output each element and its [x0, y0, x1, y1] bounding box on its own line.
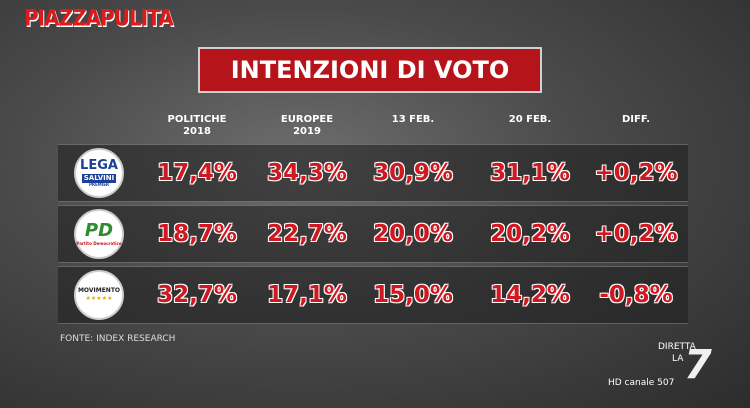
value-cell: 20,0% — [373, 221, 453, 247]
header-line: DIFF. — [621, 114, 650, 125]
value-cell: 32,7% — [157, 282, 237, 308]
logo-text: Partito Democratico — [76, 241, 122, 246]
party-logo: MOVIMENTO ★★★★★ — [74, 270, 124, 320]
table-row: LEGA SALVINI PREMIER 17,4% 34,3% 30,9% 31,1% +0… — [58, 144, 688, 202]
logo-text: SALVINI — [81, 174, 117, 183]
table-row: PD Partito Democratico 18,7% 22,7% 20,0% 20,2… — [58, 205, 688, 263]
value-cell: 31,1% — [490, 160, 570, 186]
title: INTENZIONI DI VOTO — [198, 47, 542, 93]
party-logo: LEGA SALVINI PREMIER — [74, 148, 124, 198]
value-cell: -0,8% — [599, 282, 673, 308]
header-line: 20 FEB. — [508, 114, 552, 125]
party-logo: PD Partito Democratico — [74, 209, 124, 259]
logo-text: PD — [84, 220, 114, 241]
wm-channel: HD canale 507 — [608, 378, 675, 388]
value-cell: 20,2% — [490, 221, 570, 247]
value-cell: 34,3% — [267, 160, 347, 186]
wm-line1: DIRETTA — [658, 342, 696, 352]
value-cell: 14,2% — [490, 282, 570, 308]
value-cell: +0,2% — [594, 160, 678, 186]
logo-text: ★★★★★ — [85, 295, 113, 302]
header-line: 2018 — [183, 126, 211, 137]
header-line: 2019 — [293, 126, 321, 137]
column-header: 20 FEB. — [480, 114, 580, 126]
column-header: 13 FEB. — [363, 114, 463, 126]
wm-line2: LA — [672, 354, 684, 364]
table-row: MOVIMENTO ★★★★★ 32,7% 17,1% 15,0% 14,2% -0,8% — [58, 266, 688, 324]
header-line: EUROPEE — [280, 114, 334, 125]
table: POLITICHE 2018 EUROPEE 2019 13 FEB. 20 FEB. DI… — [58, 98, 688, 324]
wm-logo: 7 — [684, 342, 712, 388]
header-line: 13 FEB. — [391, 114, 435, 125]
brand: PIAZZAPULITA — [24, 4, 174, 32]
value-cell: 17,1% — [267, 282, 347, 308]
column-header: EUROPEE 2019 — [257, 114, 357, 138]
logo-text: PREMIER — [88, 182, 110, 187]
logo-text: MOVIMENTO — [77, 287, 121, 294]
value-cell: 15,0% — [373, 282, 453, 308]
value-cell: +0,2% — [594, 221, 678, 247]
value-cell: 17,4% — [157, 160, 237, 186]
logo-text: LEGA — [80, 158, 118, 173]
column-header: POLITICHE 2018 — [147, 114, 247, 138]
value-cell: 18,7% — [157, 221, 237, 247]
header-line: POLITICHE — [167, 114, 227, 125]
column-header: DIFF. — [586, 114, 686, 126]
source: FONTE: INDEX RESEARCH — [60, 334, 176, 344]
value-cell: 22,7% — [267, 221, 347, 247]
value-cell: 30,9% — [373, 160, 453, 186]
